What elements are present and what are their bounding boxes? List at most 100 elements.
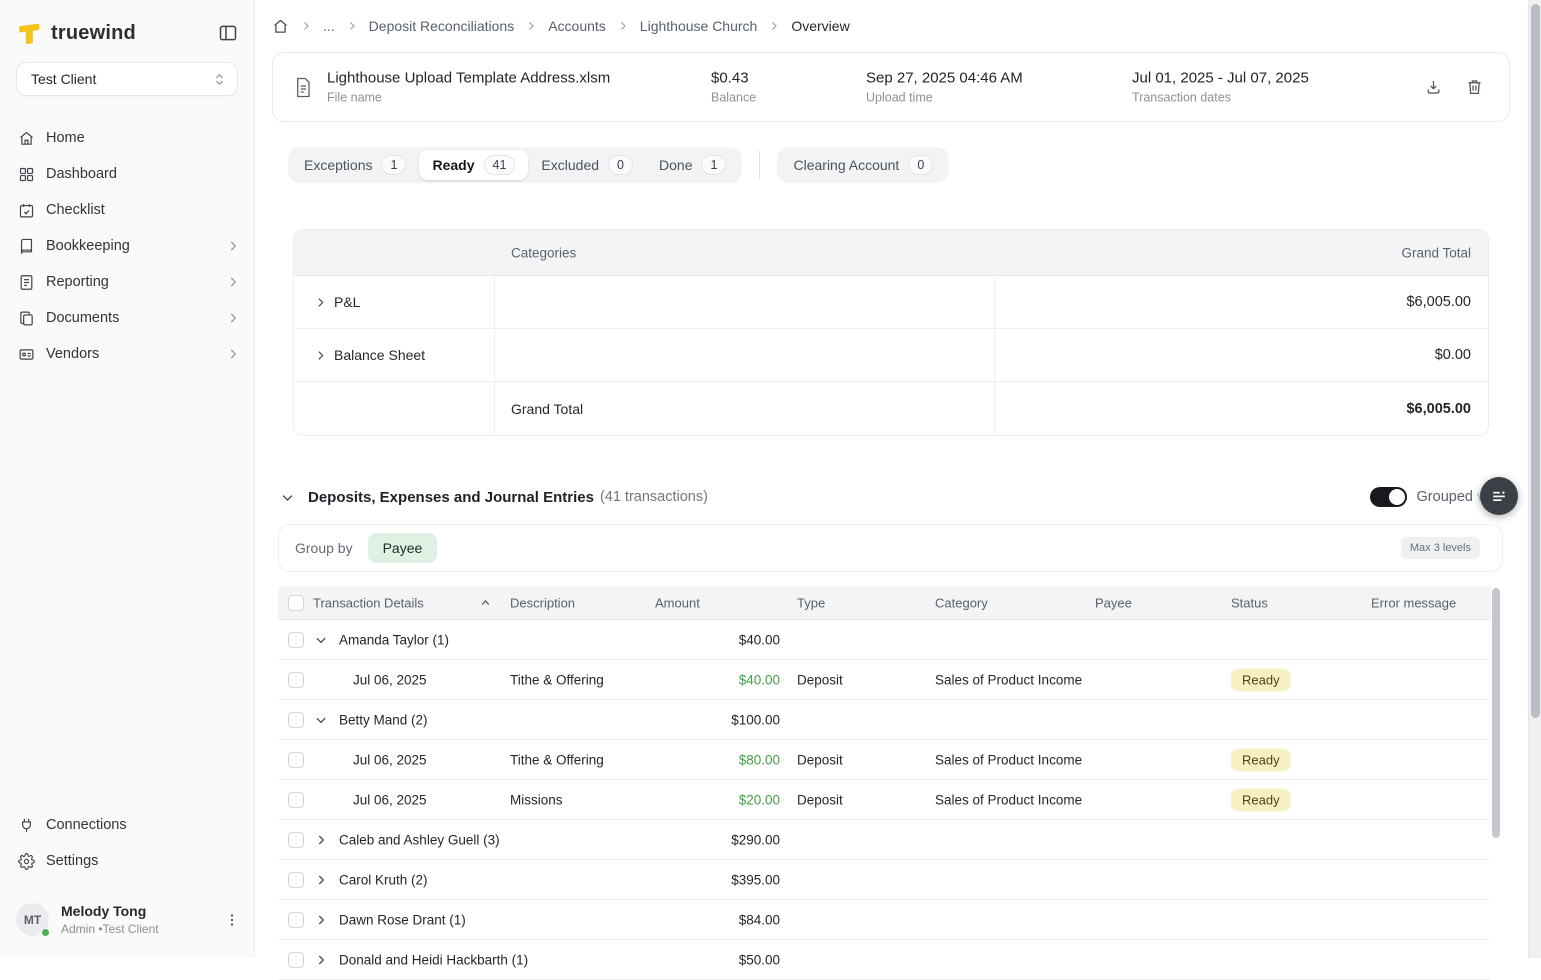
sidebar-item-reporting[interactable]: Reporting — [0, 264, 254, 300]
sidebar-item-checklist[interactable]: Checklist — [0, 192, 254, 228]
sidebar-item-label: Vendors — [46, 346, 100, 362]
category-amount: $6,005.00 — [1406, 294, 1471, 310]
transaction-dates-value: Jul 01, 2025 - Jul 07, 2025 — [1132, 69, 1309, 87]
transaction-group-row[interactable]: Caleb and Ashley Guell (3) $290.00 — [278, 820, 1491, 860]
column-payee[interactable]: Payee — [1095, 595, 1132, 610]
category-row-balance-sheet: Balance Sheet $0.00 — [294, 329, 1488, 382]
transaction-group-row[interactable]: Donald and Heidi Hackbarth (1) $50.00 — [278, 940, 1491, 980]
column-error-message[interactable]: Error message — [1371, 595, 1457, 610]
transaction-group-row[interactable]: Dawn Rose Drant (1) $84.00 — [278, 900, 1491, 940]
sidebar-item-label: Dashboard — [46, 166, 117, 182]
sort-asc-icon[interactable] — [479, 596, 492, 609]
sidebar-nav: Home Dashboard Checklist Bookkeeping — [0, 120, 254, 372]
sidebar-collapse-icon[interactable] — [218, 23, 238, 43]
column-description[interactable]: Description — [510, 595, 576, 610]
sidebar-item-dashboard[interactable]: Dashboard — [0, 156, 254, 192]
column-amount[interactable]: Amount — [655, 595, 700, 610]
transaction-row[interactable]: Jul 06, 2025 Tithe & Offering $40.00 Deposi… — [278, 660, 1491, 700]
table-scrollbar-thumb[interactable] — [1492, 588, 1500, 838]
column-category[interactable]: Category — [935, 595, 988, 610]
categories-table-body: P&L $6,005.00 Balance Sheet $0.00 Grand … — [294, 276, 1488, 435]
row-checkbox[interactable] — [288, 631, 304, 648]
sidebar-header: truewind — [0, 0, 254, 46]
sidebar-item-settings[interactable]: Settings — [0, 843, 254, 879]
book-icon — [20, 238, 33, 254]
clearing-account-group: Clearing Account 0 — [777, 147, 950, 183]
chevron-right-icon[interactable] — [314, 913, 328, 927]
group-by-label: Group by — [295, 540, 353, 556]
user-name: Melody Tong — [61, 903, 147, 920]
breadcrumb-accounts[interactable]: Accounts — [548, 18, 606, 34]
plug-icon — [22, 818, 31, 832]
chevron-right-icon[interactable] — [314, 873, 328, 887]
transaction-dates-block: Jul 01, 2025 - Jul 07, 2025 Transaction … — [1132, 70, 1309, 105]
row-checkbox[interactable] — [288, 951, 304, 968]
section-transaction-count: (41 transactions) — [599, 489, 708, 505]
row-checkbox[interactable] — [288, 751, 304, 768]
category-expand-balance-sheet[interactable]: Balance Sheet — [314, 347, 425, 363]
home-breadcrumb-icon[interactable] — [272, 18, 289, 35]
sidebar-item-documents[interactable]: Documents — [0, 300, 254, 336]
payee-group-name: Caleb and Ashley Guell (3) — [339, 832, 500, 847]
user-profile-row[interactable]: MT Melody Tong Admin •Test Client — [0, 891, 254, 950]
category-expand-pl[interactable]: P&L — [314, 294, 360, 310]
column-divider — [494, 276, 495, 435]
calendar-check-icon — [19, 203, 34, 217]
breadcrumb-overview[interactable]: Overview — [791, 18, 850, 34]
tab-done[interactable]: Done 1 — [646, 150, 739, 180]
grand-total-row: Grand Total $6,005.00 — [294, 382, 1488, 435]
row-checkbox[interactable] — [288, 871, 304, 888]
breadcrumb-deposit-reconciliations[interactable]: Deposit Reconciliations — [368, 18, 515, 34]
transaction-group-row[interactable]: Carol Kruth (2) $395.00 — [278, 860, 1491, 900]
kebab-menu-icon[interactable] — [224, 912, 240, 928]
tab-count-badge: 0 — [608, 155, 634, 175]
transactions-table-header: Transaction Details Description Amount T… — [278, 586, 1491, 620]
group-amount: $40.00 — [738, 632, 780, 647]
chevron-down-icon[interactable] — [314, 633, 328, 647]
row-checkbox[interactable] — [288, 831, 304, 848]
balance-block: $0.43 Balance — [711, 70, 756, 105]
breadcrumb-lighthouse-church[interactable]: Lighthouse Church — [639, 18, 758, 34]
trash-icon[interactable] — [1466, 79, 1483, 96]
page-scrollbar-thumb[interactable] — [1531, 4, 1540, 718]
categories-table-header: Categories Grand Total — [294, 230, 1488, 276]
sidebar-item-connections[interactable]: Connections — [0, 807, 254, 843]
transaction-row[interactable]: Jul 06, 2025 Tithe & Offering $80.00 Deposi… — [278, 740, 1491, 780]
transaction-row[interactable]: Jul 06, 2025 Missions $20.00 Deposit Sales o… — [278, 780, 1491, 820]
transaction-description: Missions — [510, 792, 563, 807]
group-by-payee-chip[interactable]: Payee — [367, 533, 438, 563]
row-checkbox[interactable] — [288, 911, 304, 928]
toggle-knob — [1388, 489, 1405, 505]
column-status[interactable]: Status — [1231, 595, 1268, 610]
user-info: Melody Tong Admin •Test Client — [61, 903, 159, 936]
column-transaction-details[interactable]: Transaction Details — [313, 595, 424, 610]
chevron-down-icon[interactable] — [314, 713, 328, 727]
row-checkbox[interactable] — [288, 671, 304, 688]
view-options-fab[interactable] — [1480, 477, 1518, 515]
tab-clearing-account[interactable]: Clearing Account 0 — [780, 150, 946, 180]
chevron-right-icon[interactable] — [314, 953, 328, 967]
download-icon[interactable] — [1425, 79, 1442, 96]
chevron-right-icon — [349, 22, 355, 30]
client-selector[interactable]: Test Client — [16, 62, 238, 96]
row-checkbox[interactable] — [288, 711, 304, 728]
breadcrumb-ellipsis[interactable]: ... — [323, 18, 335, 34]
page-scrollbar — [1528, 0, 1541, 958]
transaction-group-row[interactable]: Betty Mand (2) $100.00 — [278, 700, 1491, 740]
status-badge: Ready — [1231, 788, 1291, 811]
tab-exceptions[interactable]: Exceptions 1 — [291, 150, 419, 180]
select-all-checkbox[interactable] — [288, 594, 304, 611]
row-checkbox[interactable] — [288, 791, 304, 808]
category-amount: $0.00 — [1434, 347, 1471, 363]
grouped-view-toggle[interactable] — [1369, 487, 1407, 507]
column-type[interactable]: Type — [797, 595, 826, 610]
sidebar-item-vendors[interactable]: Vendors — [0, 336, 254, 372]
sidebar-item-bookkeeping[interactable]: Bookkeeping — [0, 228, 254, 264]
payee-group-name: Dawn Rose Drant (1) — [339, 912, 466, 927]
transaction-group-row[interactable]: Amanda Taylor (1) $40.00 — [278, 620, 1491, 660]
tab-ready[interactable]: Ready 41 — [419, 150, 529, 180]
tab-excluded[interactable]: Excluded 0 — [528, 150, 646, 180]
chevron-down-icon[interactable] — [280, 490, 295, 505]
chevron-right-icon[interactable] — [314, 833, 328, 847]
sidebar-item-home[interactable]: Home — [0, 120, 254, 156]
